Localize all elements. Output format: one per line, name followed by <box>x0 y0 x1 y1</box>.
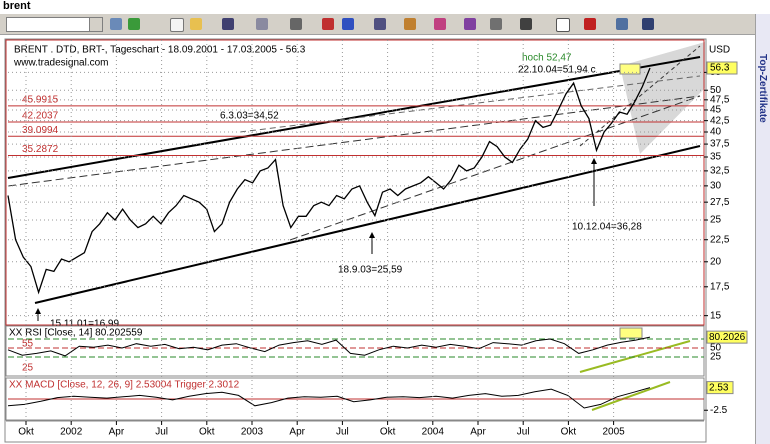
x-tick-label: 2003 <box>241 427 264 438</box>
level-label: 42.2037 <box>22 111 59 122</box>
last-price-box <box>706 61 738 75</box>
rsi-level-label: 55 <box>22 339 34 350</box>
rsi-last-box <box>706 330 748 344</box>
lower-trendline <box>34 145 701 304</box>
x-tick-label: Apr <box>289 427 305 438</box>
y-tick-label: 37,5 <box>710 139 730 150</box>
arrow-head <box>369 232 375 238</box>
tool-icon[interactable] <box>434 18 446 30</box>
macd-line <box>7 387 651 409</box>
tool-icon[interactable] <box>464 18 476 30</box>
x-tick-label: Okt <box>199 427 215 438</box>
arrow-head <box>591 158 597 164</box>
tool-icon[interactable] <box>642 18 654 30</box>
annotation: hoch 52,47 <box>522 53 572 64</box>
x-tick-label: Okt <box>380 427 396 438</box>
tool-icon[interactable] <box>374 18 386 30</box>
x-tick-label: Okt <box>561 427 577 438</box>
price-panel-border <box>5 39 705 326</box>
dashed-trendline <box>289 95 701 241</box>
y-tick-label: 50 <box>710 85 722 96</box>
y-tick-label: 20 <box>710 256 722 267</box>
y-tick-label: 15 <box>710 310 722 321</box>
tool-icon[interactable] <box>616 18 628 30</box>
tool-icon[interactable] <box>110 18 122 30</box>
annotation: 22.10.04=51,94 c <box>518 65 596 76</box>
x-tick-label: Apr <box>470 427 486 438</box>
y-tick-label: 35 <box>710 152 722 163</box>
upper-trendline <box>7 56 701 179</box>
x-tick-label: 2002 <box>60 427 83 438</box>
tool-icon[interactable] <box>404 18 416 30</box>
y-tick-label: 22,5 <box>710 234 730 245</box>
last-price-label: 56.3 <box>710 63 730 74</box>
level-label: 35.2872 <box>22 144 59 155</box>
tool-icon[interactable] <box>520 18 532 30</box>
rsi-last-label: 80.2026 <box>709 332 746 343</box>
tool-icon[interactable] <box>322 18 334 30</box>
x-tick-label: Okt <box>18 427 34 438</box>
projection-area <box>620 42 705 154</box>
rsi-level-label: 25 <box>22 363 34 374</box>
rsi-tick-label: 50 <box>710 343 722 354</box>
price-line <box>7 67 651 295</box>
symbol-combo[interactable] <box>6 17 103 32</box>
macd-tick-label: -2.5 <box>710 405 728 416</box>
window-title: brent <box>3 0 31 12</box>
chart-header: BRENT . DTD, BRT-, Tageschart - 18.09.20… <box>14 45 306 56</box>
dashed-trendline <box>579 45 701 147</box>
highlight-box <box>619 63 641 75</box>
annotation: 18.9.03=25,59 <box>338 265 403 276</box>
macd-legend: XX MACD [Close, 12, 26, 9] 2.53004 Trigg… <box>9 380 240 391</box>
unit: USD <box>709 45 730 56</box>
chart: BRENT . DTD, BRT-, Tageschart - 18.09.20… <box>4 38 748 443</box>
tool-icon[interactable] <box>128 18 140 30</box>
macd-trendline <box>591 381 671 411</box>
annotation: 10.12.04=36,28 <box>572 222 642 233</box>
rsi-tick-label: 25 <box>710 352 722 363</box>
tool-icon[interactable] <box>190 18 202 30</box>
dashed-trendline <box>239 75 701 133</box>
y-tick-label: 45 <box>710 105 722 116</box>
toolbar <box>0 14 755 35</box>
side-panel: Top-Zertifikate <box>755 14 770 444</box>
x-tick-label: 2005 <box>602 427 625 438</box>
y-tick-label: 17,5 <box>710 281 730 292</box>
tool-icon[interactable] <box>490 18 502 30</box>
tool-icon[interactable] <box>556 18 570 32</box>
level-label: 39.0994 <box>22 125 59 136</box>
rsi-legend: XX RSI [Close, 14] 80.202559 <box>9 328 143 339</box>
x-tick-label: 2004 <box>422 427 445 438</box>
y-tick-label: 32,5 <box>710 166 730 177</box>
x-tick-label: Jul <box>336 427 349 438</box>
tool-icon[interactable] <box>222 18 234 30</box>
rsi-line <box>7 336 651 357</box>
y-tick-label: 40 <box>710 127 722 138</box>
annotation: 15.11.01=16,99 <box>50 319 119 330</box>
highlight-box <box>619 327 643 339</box>
combo-button[interactable] <box>89 18 102 31</box>
y-tick-label: 30 <box>710 181 722 192</box>
tool-icon[interactable] <box>290 18 302 30</box>
macd-last-label: 2.53 <box>709 382 729 393</box>
tool-icon[interactable] <box>256 18 268 30</box>
level-label: 45.9915 <box>22 95 59 106</box>
rsi-panel <box>5 325 705 377</box>
x-tick-label: Apr <box>109 427 125 438</box>
tool-icon[interactable] <box>342 18 354 30</box>
y-tick-label: 27,5 <box>710 197 730 208</box>
source: www.tradesignal.com <box>13 58 108 69</box>
side-tab[interactable]: Top-Zertifikate <box>757 54 768 123</box>
annotation: 6.3.03=34,52 <box>220 111 279 122</box>
x-tick-label: Jul <box>517 427 530 438</box>
y-tick-label: 47,5 <box>710 94 730 105</box>
y-tick-label: 25 <box>710 215 722 226</box>
arrow-head <box>35 308 41 314</box>
y-tick-label: 42,5 <box>710 115 730 126</box>
tool-icon[interactable] <box>584 18 596 30</box>
x-tick-label: Jul <box>155 427 168 438</box>
tool-icon[interactable] <box>170 18 184 32</box>
macd-last-box <box>706 381 734 395</box>
